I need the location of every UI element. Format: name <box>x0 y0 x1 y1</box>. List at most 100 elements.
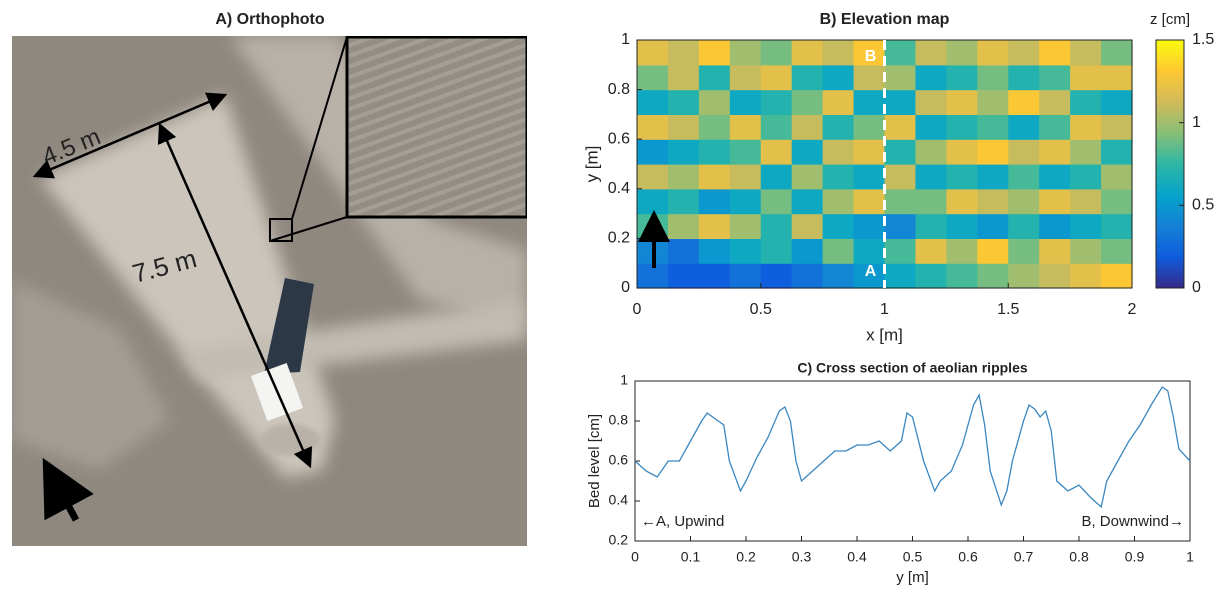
heatmap-cell <box>1101 188 1133 215</box>
y-tick-label: 1 <box>620 372 628 388</box>
y-tick-label: 0.6 <box>609 452 629 468</box>
heatmap-cell <box>946 213 978 239</box>
heatmap-cell <box>1039 263 1071 289</box>
heatmap-cell <box>1039 114 1071 140</box>
heatmap-cell <box>977 263 1009 289</box>
heatmap-cell <box>853 64 886 91</box>
heatmap-cell <box>729 114 762 140</box>
heatmap-cell <box>667 263 700 289</box>
heatmap-cell <box>1039 213 1071 239</box>
heatmap-cell <box>1039 40 1071 66</box>
heatmap-cell <box>1101 114 1133 140</box>
heatmap-cell <box>667 238 700 264</box>
heatmap-cell <box>822 114 855 140</box>
x-tick-label: 0 <box>633 301 642 318</box>
heatmap-cell <box>698 213 731 239</box>
x-tick-label: 0.2 <box>736 549 756 565</box>
heatmap-cell <box>1008 188 1040 215</box>
panel-a-title: A) Orthophoto <box>215 11 325 28</box>
heatmap-cell <box>884 40 917 66</box>
heatmap-cell <box>698 164 731 190</box>
x-tick-label: 0.9 <box>1125 549 1145 565</box>
heatmap-cell <box>884 64 917 91</box>
heatmap-cell <box>791 164 824 190</box>
heatmap-cell <box>1101 64 1133 91</box>
heatmap-cell <box>915 164 947 190</box>
x-tick-label: 0.7 <box>1014 549 1034 565</box>
section-label: B <box>865 48 877 65</box>
chart-title: C) Cross section of aeolian ripples <box>797 360 1027 376</box>
x-tick-label: 1 <box>1186 549 1194 565</box>
heatmap-cell <box>853 40 886 66</box>
heatmap-cell <box>729 263 762 289</box>
heatmap-cell <box>915 114 947 140</box>
heatmap-cell <box>946 164 978 190</box>
heatmap-cell <box>853 164 886 190</box>
heatmap-cell <box>729 139 762 165</box>
heatmap-cell <box>791 139 824 165</box>
heatmap-cell <box>791 263 824 289</box>
heatmap-cells <box>637 40 1133 289</box>
heatmap-cell <box>698 114 731 140</box>
heatmap-cell <box>1039 164 1071 190</box>
heatmap-cell <box>1008 164 1040 190</box>
heatmap-cell <box>1070 64 1102 91</box>
heatmap-cell <box>667 114 700 140</box>
x-tick-label: 2 <box>1128 301 1137 318</box>
colorbar-label: z [cm] <box>1150 11 1190 28</box>
x-tick-label: 0.5 <box>750 301 772 318</box>
heatmap-cell <box>698 139 731 165</box>
heatmap-cell <box>1101 89 1133 115</box>
y-tick-label: 0.6 <box>608 130 630 147</box>
heatmap-cell <box>915 213 947 239</box>
heatmap-cell <box>977 238 1009 264</box>
heatmap-cell <box>729 64 762 91</box>
heatmap-cell <box>946 263 978 289</box>
heatmap-cell <box>791 89 824 115</box>
heatmap-cell <box>1070 188 1102 215</box>
heatmap-cell <box>884 263 917 289</box>
heatmap-cell <box>760 114 793 140</box>
heatmap-cell <box>729 164 762 190</box>
heatmap-cell <box>822 238 855 264</box>
heatmap-cell <box>1039 238 1071 264</box>
heatmap-cell <box>853 213 886 239</box>
y-tick-label: 0.4 <box>608 180 630 197</box>
x-tick-label: 0.6 <box>958 549 978 565</box>
x-tick-label: 0.8 <box>1069 549 1089 565</box>
colorbar-tick-label: 0.5 <box>1192 197 1214 214</box>
heatmap-cell <box>698 89 731 115</box>
colorbar-tick-label: 1.5 <box>1192 31 1214 48</box>
heatmap-cell <box>946 238 978 264</box>
y-tick-label: 0.8 <box>609 412 629 428</box>
heatmap-cell <box>698 64 731 91</box>
heatmap-cell <box>791 213 824 239</box>
heatmap-cell <box>884 188 917 215</box>
heatmap-cell <box>915 238 947 264</box>
heatmap-cell <box>1039 64 1071 91</box>
x-tick-label: 1.5 <box>997 301 1019 318</box>
heatmap-cell <box>1008 263 1040 289</box>
x-tick-label: 0.5 <box>903 549 923 565</box>
heatmap-cell <box>729 188 762 215</box>
y-tick-label: 0.8 <box>608 81 630 98</box>
heatmap-cell <box>853 114 886 140</box>
heatmap-cell <box>853 139 886 165</box>
heatmap-cell <box>1101 40 1133 66</box>
heatmap-cell <box>977 139 1009 165</box>
heatmap-cell <box>822 263 855 289</box>
heatmap-cell <box>946 40 978 66</box>
heatmap-cell <box>729 40 762 66</box>
heatmap-cell <box>1008 89 1040 115</box>
heatmap-cell <box>791 64 824 91</box>
section-label: A <box>865 263 877 280</box>
chart-title: B) Elevation map <box>820 11 950 28</box>
heatmap-cell <box>667 213 700 239</box>
heatmap-cell <box>637 64 669 91</box>
heatmap-cell <box>1101 139 1133 165</box>
heatmap-cell <box>667 139 700 165</box>
heatmap-cell <box>791 40 824 66</box>
heatmap-cell <box>977 164 1009 190</box>
heatmap-cell <box>637 139 669 165</box>
